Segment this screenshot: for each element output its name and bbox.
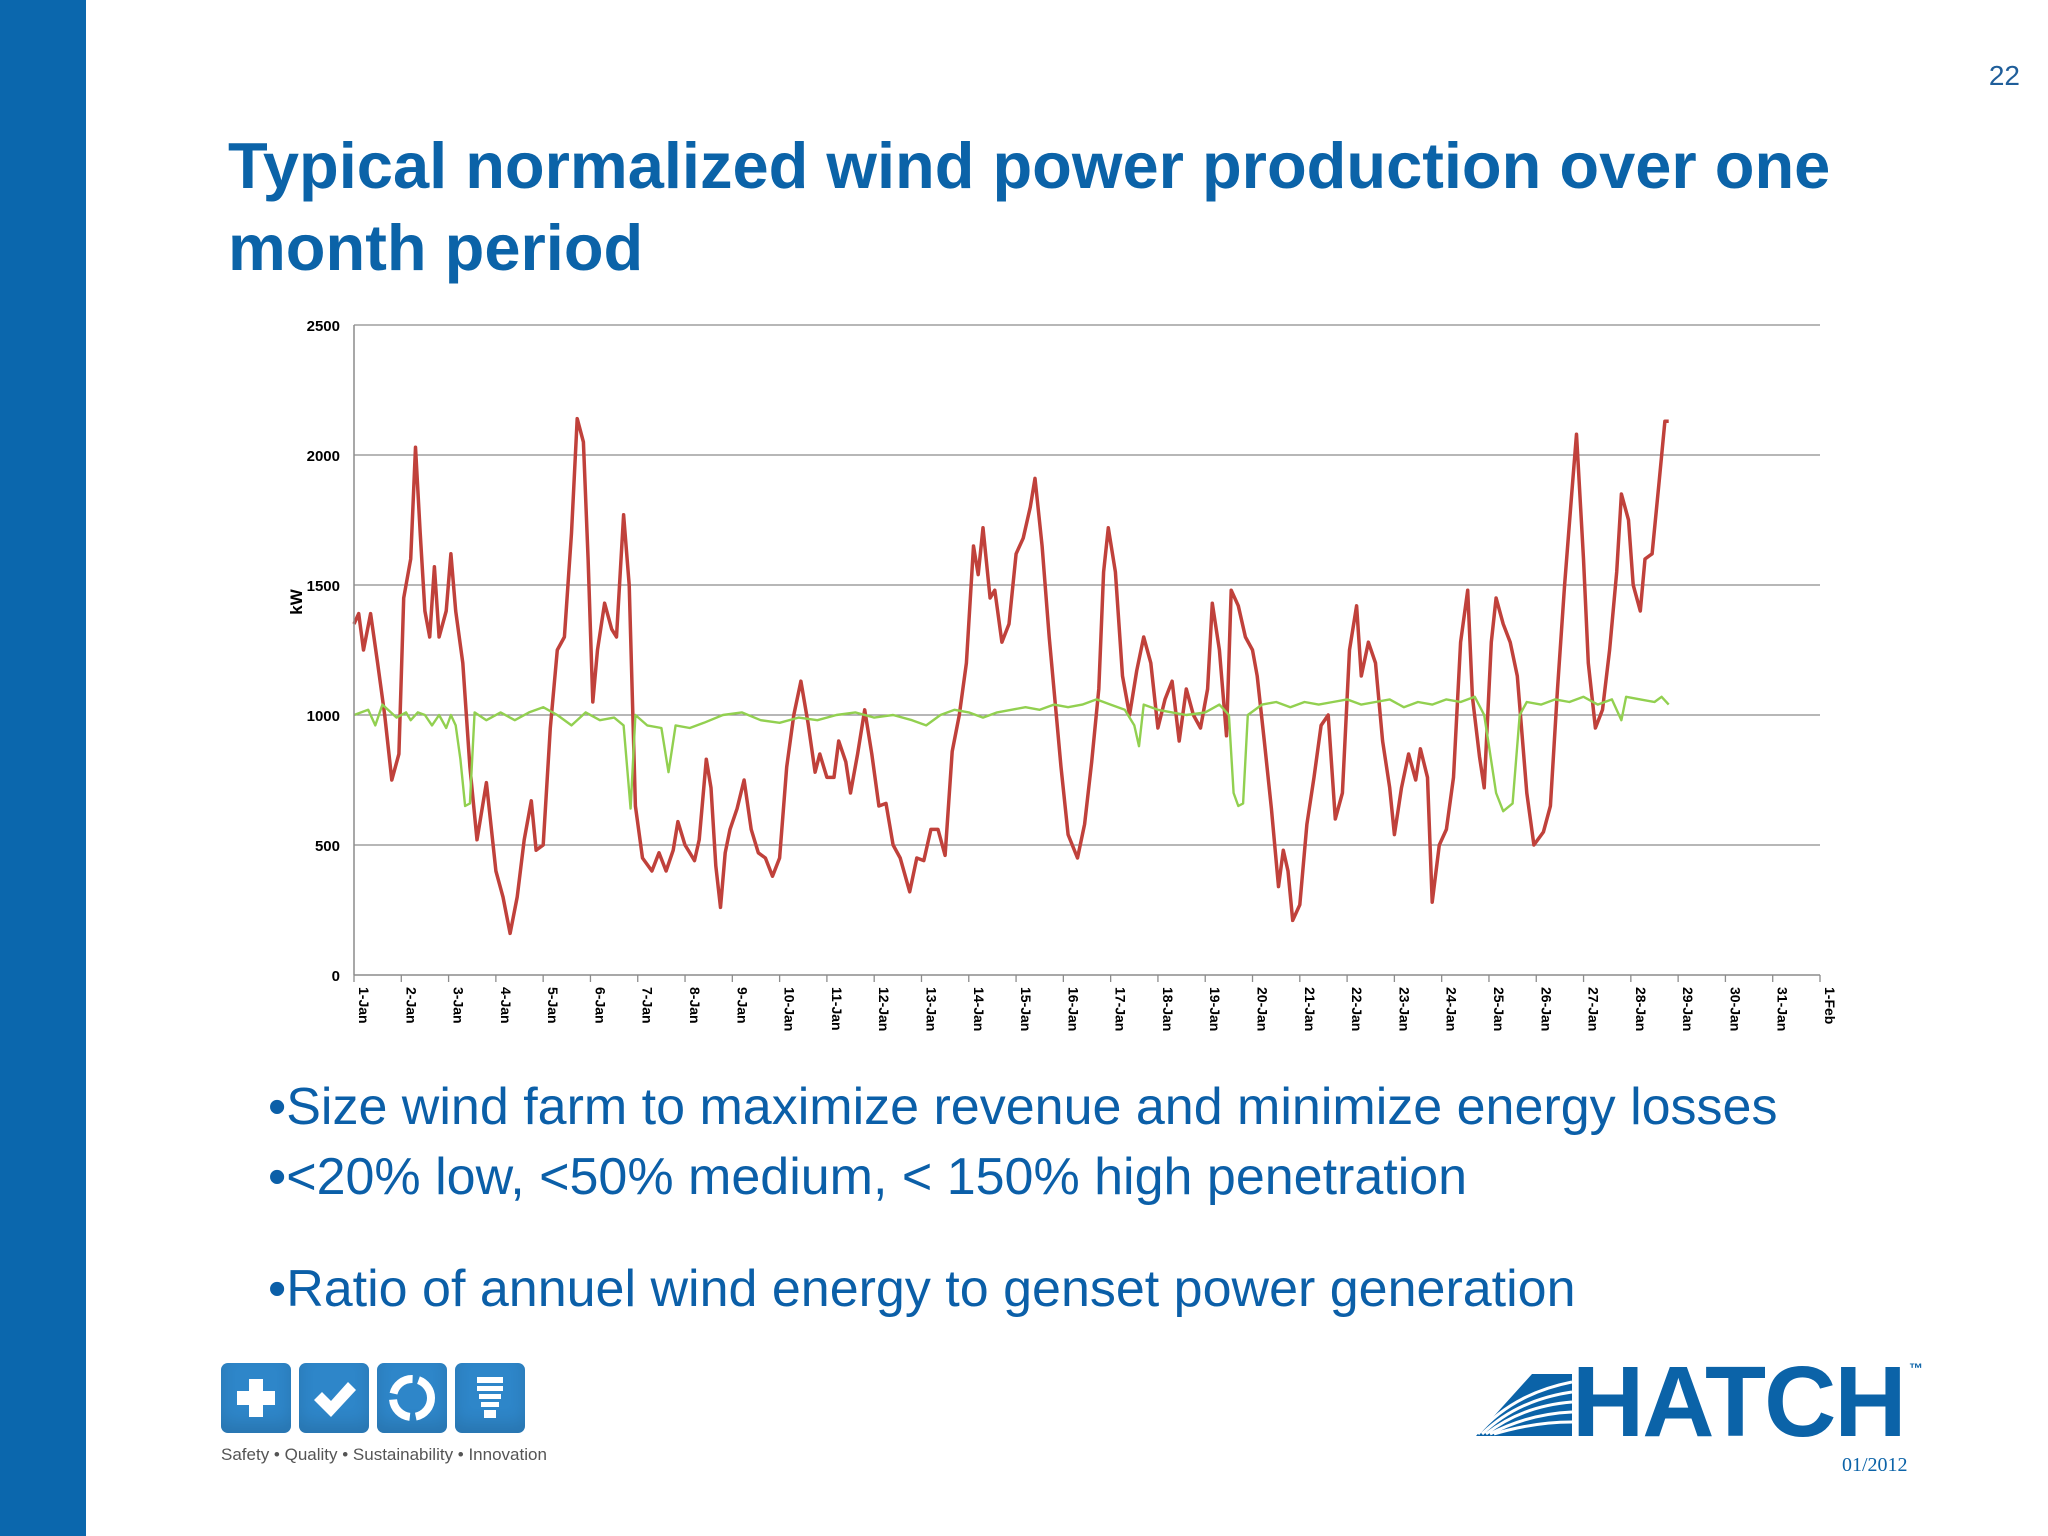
x-tick-label: 27-Jan — [1586, 987, 1602, 1031]
hatch-logo-mark — [1476, 1374, 1572, 1436]
x-tick-label: 24-Jan — [1444, 987, 1460, 1031]
y-tick-label: 1000 — [307, 708, 340, 725]
x-tick-label: 1-Jan — [356, 987, 372, 1024]
x-tick-label: 9-Jan — [734, 987, 750, 1024]
x-tick-label: 17-Jan — [1113, 987, 1129, 1031]
recycle-icon — [377, 1363, 447, 1433]
bullet-item: •Ratio of annuel wind energy to genset p… — [268, 1260, 1576, 1318]
lightbulb-icon — [455, 1363, 525, 1433]
y-axis-label: kW — [287, 588, 306, 614]
x-tick-label: 7-Jan — [640, 987, 656, 1024]
x-tick-label: 23-Jan — [1396, 987, 1412, 1031]
x-tick-label: 19-Jan — [1207, 987, 1223, 1031]
x-tick-label: 30-Jan — [1727, 987, 1743, 1031]
y-tick-label: 1500 — [307, 578, 340, 595]
x-tick-label: 2-Jan — [403, 987, 419, 1024]
slide-date: 01/2012 — [1842, 1454, 1908, 1476]
x-tick-label: 11-Jan — [829, 987, 845, 1031]
brand-sidebar — [0, 0, 86, 1536]
trademark-symbol: ™ — [1909, 1360, 1923, 1376]
wind-power-chart: 0 500 1000 1500 2000 2500 1-Jan 2-Jan 3-Jan 4-Jan… — [287, 318, 1838, 1031]
x-tick-label: 4-Jan — [498, 987, 514, 1024]
x-tick-label: 5-Jan — [545, 987, 561, 1024]
x-tick-label: 3-Jan — [451, 987, 467, 1024]
values-caption: Safety • Quality • Sustainability • Inno… — [221, 1445, 547, 1464]
x-tick-label: 8-Jan — [687, 987, 703, 1024]
x-tick-label: 6-Jan — [592, 987, 608, 1024]
x-tick-label: 26-Jan — [1538, 987, 1554, 1031]
y-tick-label: 2500 — [307, 318, 340, 335]
values-badges: Safety • Quality • Sustainability • Inno… — [221, 1363, 547, 1465]
x-tick-label: 20-Jan — [1255, 987, 1271, 1031]
x-tick-label: 25-Jan — [1491, 987, 1507, 1031]
page-number: 22 — [1988, 60, 2020, 91]
checkmark-icon — [299, 1363, 369, 1433]
x-tick-label: 10-Jan — [782, 987, 798, 1031]
x-tick-label: 14-Jan — [971, 987, 987, 1031]
plus-icon — [221, 1363, 291, 1433]
hatch-logo-text: HATCH — [1572, 1346, 1907, 1458]
x-tick-label: 29-Jan — [1680, 987, 1696, 1031]
x-tick-label: 21-Jan — [1302, 987, 1318, 1031]
x-tick-label: 16-Jan — [1065, 987, 1081, 1031]
y-tick-label: 2000 — [307, 448, 340, 465]
x-tick-label: 31-Jan — [1775, 987, 1791, 1031]
bullet-item: •Size wind farm to maximize revenue and … — [268, 1078, 1778, 1136]
x-tick-label: 15-Jan — [1018, 987, 1034, 1031]
slide-title: Typical normalized wind power production… — [228, 129, 1831, 284]
x-tick-label: 22-Jan — [1349, 987, 1365, 1031]
red-series-line — [352, 416, 1669, 936]
x-tick-label: 1-Feb — [1822, 987, 1838, 1024]
x-tick-label: 13-Jan — [923, 987, 939, 1031]
bullet-list: •Size wind farm to maximize revenue and … — [268, 1072, 1777, 1324]
y-tick-label: 0 — [332, 968, 340, 985]
x-tick-label: 12-Jan — [876, 987, 892, 1031]
bullet-item: •<20% low, <50% medium, < 150% high pene… — [268, 1148, 1468, 1206]
x-tick-label: 28-Jan — [1633, 987, 1649, 1031]
green-series-line — [353, 695, 1670, 813]
x-tick-label: 18-Jan — [1160, 987, 1176, 1031]
y-tick-label: 500 — [315, 838, 340, 855]
